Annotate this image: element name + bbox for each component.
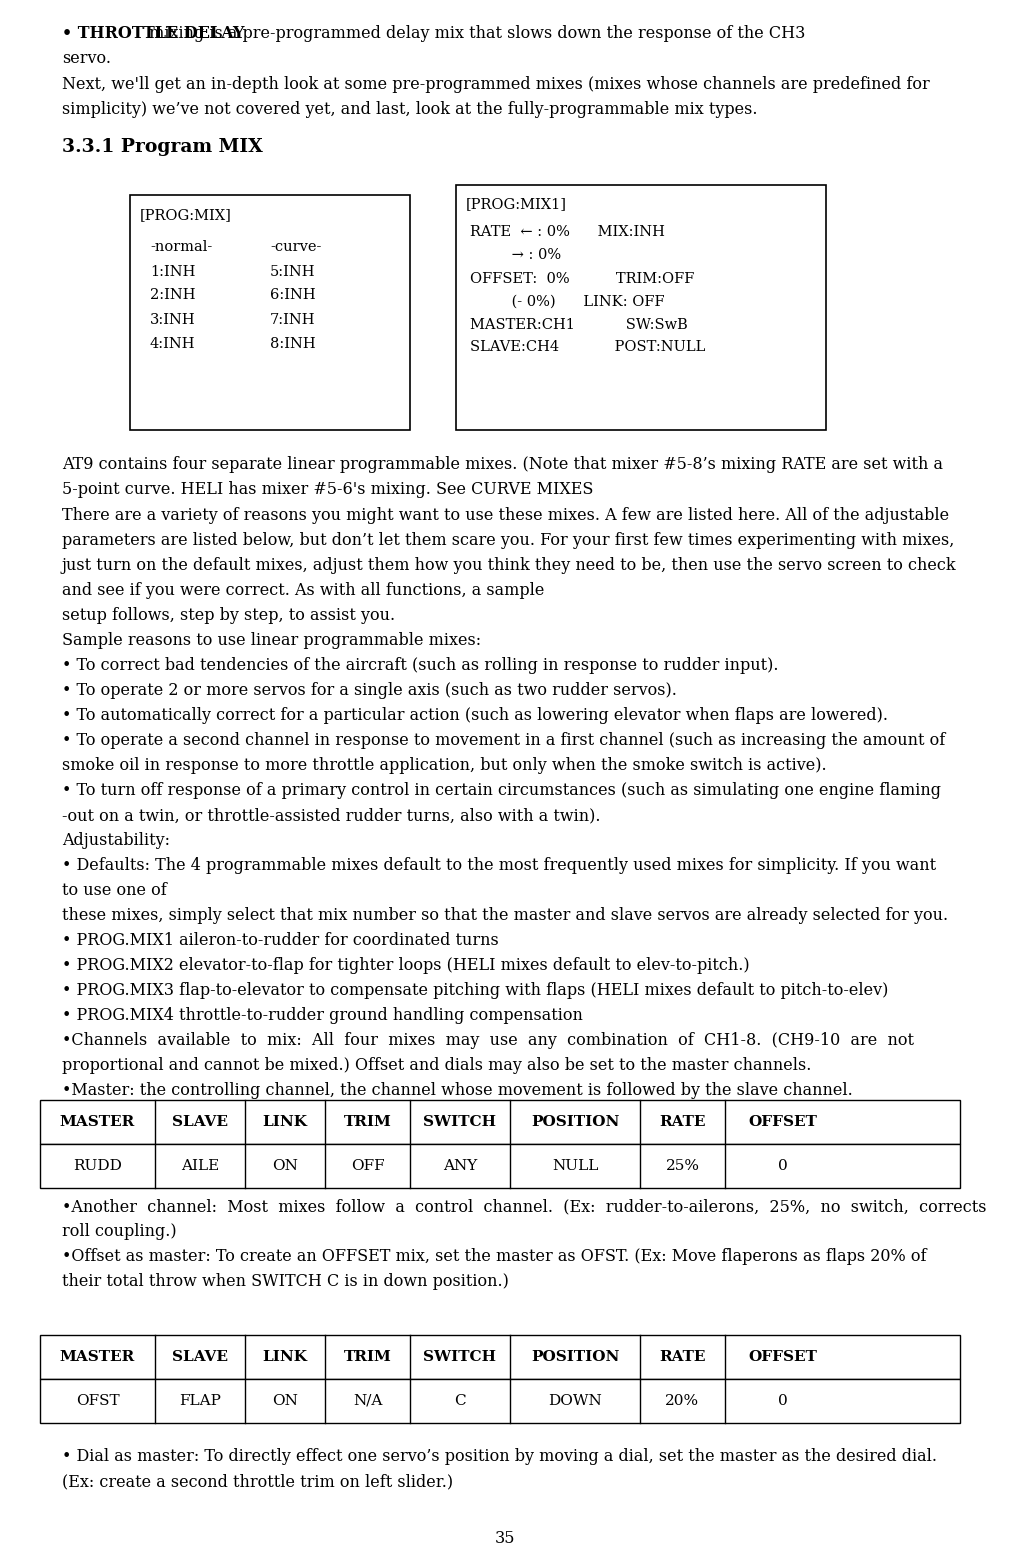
Bar — [40, 1335, 960, 1379]
Text: ON: ON — [272, 1159, 298, 1173]
Text: ANY: ANY — [443, 1159, 477, 1173]
Text: -curve-: -curve- — [270, 240, 321, 254]
Text: [PROG:MIX1]: [PROG:MIX1] — [466, 197, 567, 211]
Text: POSITION: POSITION — [531, 1115, 619, 1129]
Text: servo.: servo. — [62, 50, 111, 67]
Text: their total throw when SWITCH C is in down position.): their total throw when SWITCH C is in do… — [62, 1273, 509, 1290]
Text: → : 0%: → : 0% — [470, 248, 561, 262]
Text: NULL: NULL — [552, 1159, 599, 1173]
Bar — [456, 184, 826, 431]
Text: SLAVE:CH4            POST:NULL: SLAVE:CH4 POST:NULL — [470, 339, 706, 355]
Text: OFFSET:  0%          TRIM:OFF: OFFSET: 0% TRIM:OFF — [470, 273, 695, 287]
Text: 4:INH: 4:INH — [150, 338, 195, 352]
Text: 8:INH: 8:INH — [270, 338, 315, 352]
Text: SLAVE: SLAVE — [172, 1115, 228, 1129]
Text: MASTER: MASTER — [60, 1115, 135, 1129]
Text: 3:INH: 3:INH — [150, 313, 195, 327]
Text: roll coupling.): roll coupling.) — [62, 1224, 177, 1241]
Text: • To automatically correct for a particular action (such as lowering elevator wh: • To automatically correct for a particu… — [62, 706, 888, 723]
Text: • Defaults: The 4 programmable mixes default to the most frequently used mixes f: • Defaults: The 4 programmable mixes def… — [62, 857, 936, 874]
Text: OFFSET: OFFSET — [748, 1115, 817, 1129]
Text: • To operate a second channel in response to movement in a first channel (such a: • To operate a second channel in respons… — [62, 733, 945, 750]
Text: RATE: RATE — [659, 1115, 706, 1129]
Text: simplicity) we’ve not covered yet, and last, look at the fully-programmable mix : simplicity) we’ve not covered yet, and l… — [62, 101, 757, 118]
Text: AILE: AILE — [181, 1159, 219, 1173]
Text: • To turn off response of a primary control in certain circumstances (such as si: • To turn off response of a primary cont… — [62, 782, 941, 799]
Text: -normal-: -normal- — [150, 240, 212, 254]
Text: to use one of: to use one of — [62, 881, 167, 898]
Text: • Dial as master: To directly effect one servo’s position by moving a dial, set : • Dial as master: To directly effect one… — [62, 1448, 937, 1465]
Text: •Offset as master: To create an OFFSET mix, set the master as OFST. (Ex: Move fl: •Offset as master: To create an OFFSET m… — [62, 1248, 926, 1266]
Text: 0: 0 — [777, 1394, 788, 1408]
Text: 5-point curve. HELI has mixer #5-6's mixing. See CURVE MIXES: 5-point curve. HELI has mixer #5-6's mix… — [62, 482, 593, 497]
Text: 35: 35 — [494, 1530, 516, 1547]
Text: OFST: OFST — [76, 1394, 119, 1408]
Text: OFFSET: OFFSET — [748, 1351, 817, 1365]
Text: TRIM: TRIM — [344, 1115, 391, 1129]
Text: 0: 0 — [777, 1159, 788, 1173]
Text: • PROG.MIX4 throttle-to-rudder ground handling compensation: • PROG.MIX4 throttle-to-rudder ground ha… — [62, 1007, 583, 1024]
Text: SWITCH: SWITCH — [424, 1115, 496, 1129]
Text: mixing is a pre-programmed delay mix that slows down the response of the CH3: mixing is a pre-programmed delay mix tha… — [145, 25, 806, 42]
Text: RATE: RATE — [659, 1351, 706, 1365]
Text: • THROTTLE DELAY: • THROTTLE DELAY — [62, 25, 245, 42]
Text: • PROG.MIX2 elevator-to-flap for tighter loops (HELI mixes default to elev-to-pi: • PROG.MIX2 elevator-to-flap for tighter… — [62, 957, 749, 974]
Text: N/A: N/A — [353, 1394, 382, 1408]
Text: parameters are listed below, but don’t let them scare you. For your first few ti: parameters are listed below, but don’t l… — [62, 531, 954, 548]
Text: •Master: the controlling channel, the channel whose movement is followed by the : •Master: the controlling channel, the ch… — [62, 1083, 852, 1098]
Text: • PROG.MIX3 flap-to-elevator to compensate pitching with flaps (HELI mixes defau: • PROG.MIX3 flap-to-elevator to compensa… — [62, 982, 889, 999]
Text: 25%: 25% — [665, 1159, 700, 1173]
Text: RATE  ← : 0%      MIX:INH: RATE ← : 0% MIX:INH — [470, 225, 665, 239]
Text: 6:INH: 6:INH — [270, 288, 315, 302]
Text: OFF: OFF — [351, 1159, 384, 1173]
Bar — [40, 1379, 960, 1424]
Text: MASTER: MASTER — [60, 1351, 135, 1365]
Text: 2:INH: 2:INH — [150, 288, 195, 302]
Text: proportional and cannot be mixed.) Offset and dials may also be set to the maste: proportional and cannot be mixed.) Offse… — [62, 1056, 812, 1073]
Text: smoke oil in response to more throttle application, but only when the smoke swit: smoke oil in response to more throttle a… — [62, 757, 827, 774]
Text: (- 0%)      LINK: OFF: (- 0%) LINK: OFF — [470, 294, 664, 308]
Text: • PROG.MIX1 aileron-to-rudder for coordinated turns: • PROG.MIX1 aileron-to-rudder for coordi… — [62, 932, 498, 950]
Text: SLAVE: SLAVE — [172, 1351, 228, 1365]
Text: and see if you were correct. As with all functions, a sample: and see if you were correct. As with all… — [62, 582, 544, 599]
Text: •Another  channel:  Most  mixes  follow  a  control  channel.  (Ex:  rudder-to-a: •Another channel: Most mixes follow a co… — [62, 1197, 987, 1214]
Text: RUDD: RUDD — [73, 1159, 122, 1173]
Text: Sample reasons to use linear programmable mixes:: Sample reasons to use linear programmabl… — [62, 632, 481, 649]
Text: 5:INH: 5:INH — [270, 265, 315, 279]
Text: POSITION: POSITION — [531, 1351, 619, 1365]
Text: SWITCH: SWITCH — [424, 1351, 496, 1365]
Text: LINK: LINK — [263, 1351, 307, 1365]
Text: 3.3.1 Program MIX: 3.3.1 Program MIX — [62, 138, 263, 156]
Text: AT9 contains four separate linear programmable mixes. (Note that mixer #5-8’s mi: AT9 contains four separate linear progra… — [62, 455, 943, 472]
Text: LINK: LINK — [263, 1115, 307, 1129]
Text: setup follows, step by step, to assist you.: setup follows, step by step, to assist y… — [62, 607, 395, 624]
Text: -out on a twin, or throttle-assisted rudder turns, also with a twin).: -out on a twin, or throttle-assisted rud… — [62, 807, 601, 824]
Text: 1:INH: 1:INH — [150, 265, 195, 279]
Text: [PROG:MIX]: [PROG:MIX] — [140, 208, 232, 222]
Text: TRIM: TRIM — [344, 1351, 391, 1365]
Text: • To correct bad tendencies of the aircraft (such as rolling in response to rudd: • To correct bad tendencies of the aircr… — [62, 657, 778, 674]
Text: Adjustability:: Adjustability: — [62, 832, 170, 849]
Bar — [130, 195, 410, 431]
Text: ON: ON — [272, 1394, 298, 1408]
Text: • To operate 2 or more servos for a single axis (such as two rudder servos).: • To operate 2 or more servos for a sing… — [62, 682, 677, 699]
Text: 7:INH: 7:INH — [270, 313, 315, 327]
Text: these mixes, simply select that mix number so that the master and slave servos a: these mixes, simply select that mix numb… — [62, 908, 948, 925]
Text: •Channels  available  to  mix:  All  four  mixes  may  use  any  combination  of: •Channels available to mix: All four mix… — [62, 1032, 914, 1049]
Text: 20%: 20% — [665, 1394, 700, 1408]
Text: C: C — [454, 1394, 466, 1408]
Text: just turn on the default mixes, adjust them how you think they need to be, then : just turn on the default mixes, adjust t… — [62, 558, 956, 575]
Bar — [40, 1100, 960, 1145]
Text: DOWN: DOWN — [548, 1394, 602, 1408]
Bar — [40, 1145, 960, 1188]
Text: (Ex: create a second throttle trim on left slider.): (Ex: create a second throttle trim on le… — [62, 1473, 453, 1490]
Text: There are a variety of reasons you might want to use these mixes. A few are list: There are a variety of reasons you might… — [62, 507, 949, 524]
Text: MASTER:CH1           SW:SwB: MASTER:CH1 SW:SwB — [470, 318, 687, 331]
Text: Next, we'll get an in-depth look at some pre-programmed mixes (mixes whose chann: Next, we'll get an in-depth look at some… — [62, 76, 930, 93]
Text: FLAP: FLAP — [179, 1394, 221, 1408]
